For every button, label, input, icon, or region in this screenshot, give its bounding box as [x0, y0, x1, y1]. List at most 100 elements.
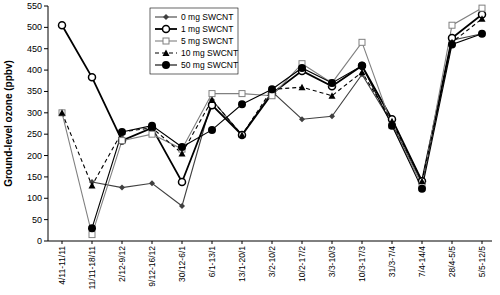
- marker: [479, 15, 486, 22]
- y-tick-label: 550: [27, 1, 42, 11]
- marker: [119, 129, 126, 136]
- x-tick-label: 7/4-14/4: [417, 246, 427, 277]
- y-tick: [44, 48, 48, 49]
- x-tick: [272, 241, 273, 244]
- y-tick-label: 100: [27, 193, 42, 203]
- y-tick: [44, 6, 48, 7]
- y-tick: [44, 155, 48, 156]
- marker: [388, 122, 396, 130]
- y-tick: [44, 219, 48, 220]
- x-tick-label: 6/1-13/1: [207, 246, 217, 277]
- marker: [299, 84, 306, 91]
- y-tick-label: 0: [37, 236, 42, 246]
- marker: [119, 185, 125, 191]
- marker: [118, 128, 126, 136]
- marker: [208, 126, 216, 134]
- marker: [359, 62, 366, 69]
- x-tick-label: 4/11-11/11: [57, 246, 67, 285]
- marker: [149, 131, 155, 137]
- series-line: [62, 19, 482, 186]
- marker: [299, 116, 305, 122]
- x-tick-label: 30/12-6/1: [177, 246, 187, 282]
- x-tick: [362, 241, 363, 244]
- marker: [479, 31, 485, 37]
- marker: [119, 138, 125, 144]
- marker: [59, 110, 65, 116]
- marker: [419, 178, 426, 185]
- legend-marker: [163, 26, 170, 33]
- marker: [239, 132, 245, 138]
- marker: [89, 182, 96, 189]
- marker: [448, 40, 456, 48]
- y-axis-label: Ground-level ozone (ppbv): [3, 60, 14, 187]
- x-tick: [482, 241, 483, 244]
- y-tick-label: 400: [27, 65, 42, 75]
- x-tick: [332, 241, 333, 244]
- marker: [209, 97, 215, 103]
- legend-box: [150, 8, 238, 74]
- marker: [119, 137, 126, 144]
- y-tick: [44, 27, 48, 28]
- marker: [479, 5, 485, 11]
- x-tick-label: 9/12-16/12: [147, 246, 157, 287]
- marker: [419, 178, 426, 185]
- y-tick-label: 350: [27, 86, 42, 96]
- marker: [59, 109, 66, 116]
- series-line: [62, 15, 482, 183]
- marker: [478, 30, 486, 38]
- plot-area: [59, 5, 487, 237]
- x-tick-label: 2/12-9/12: [117, 246, 127, 282]
- marker: [329, 80, 335, 86]
- legend-marker: [163, 14, 169, 20]
- marker: [89, 232, 95, 238]
- marker: [269, 86, 276, 93]
- marker: [298, 64, 306, 72]
- x-tick: [452, 241, 453, 244]
- x-tick-label: 11/11-18/11: [87, 246, 97, 290]
- marker: [89, 74, 96, 81]
- legend-label: 0 mg SWCNT: [181, 12, 233, 22]
- marker: [239, 91, 245, 97]
- x-tick: [422, 241, 423, 244]
- marker: [179, 179, 186, 186]
- y-tick-label: 200: [27, 151, 42, 161]
- x-tick: [152, 241, 153, 244]
- marker: [418, 185, 426, 193]
- series-line: [62, 8, 482, 235]
- y-tick: [44, 70, 48, 71]
- y-tick: [44, 198, 48, 199]
- x-tick: [92, 241, 93, 244]
- legend-marker: [163, 50, 170, 57]
- x-tick-label: 10/3-17/3: [357, 246, 367, 282]
- marker: [329, 113, 335, 119]
- marker: [358, 62, 366, 70]
- marker: [209, 97, 216, 104]
- marker: [59, 22, 66, 29]
- marker: [269, 93, 275, 99]
- marker: [268, 85, 276, 93]
- marker: [239, 132, 246, 139]
- x-tick-label: 5/5-12/5: [477, 246, 487, 277]
- legend-label: 10 mg SWCNT: [181, 48, 238, 58]
- legend-label: 50 mg SWCNT: [181, 60, 238, 70]
- marker: [149, 180, 155, 186]
- x-tick-label: 10/2-17/2: [297, 246, 307, 282]
- marker: [179, 203, 185, 209]
- y-tick: [44, 241, 48, 242]
- marker: [328, 79, 336, 87]
- marker: [239, 132, 246, 139]
- legend: 0 mg SWCNT1 mg SWCNT5 mg SWCNT10 mg SWCN…: [150, 8, 238, 74]
- legend-marker: [162, 61, 170, 69]
- marker: [178, 143, 186, 151]
- x-tick-label: 31/3-7/4: [387, 246, 397, 277]
- y-tick-label: 300: [27, 108, 42, 118]
- marker: [359, 39, 365, 45]
- legend-marker: [163, 38, 169, 44]
- x-tick: [62, 241, 63, 244]
- x-tick: [122, 241, 123, 244]
- legend-label: 5 mg SWCNT: [181, 36, 233, 46]
- x-tick-label: 28/4-5/5: [447, 246, 457, 277]
- marker: [449, 22, 455, 28]
- y-tick-label: 50: [32, 215, 42, 225]
- marker: [148, 122, 156, 130]
